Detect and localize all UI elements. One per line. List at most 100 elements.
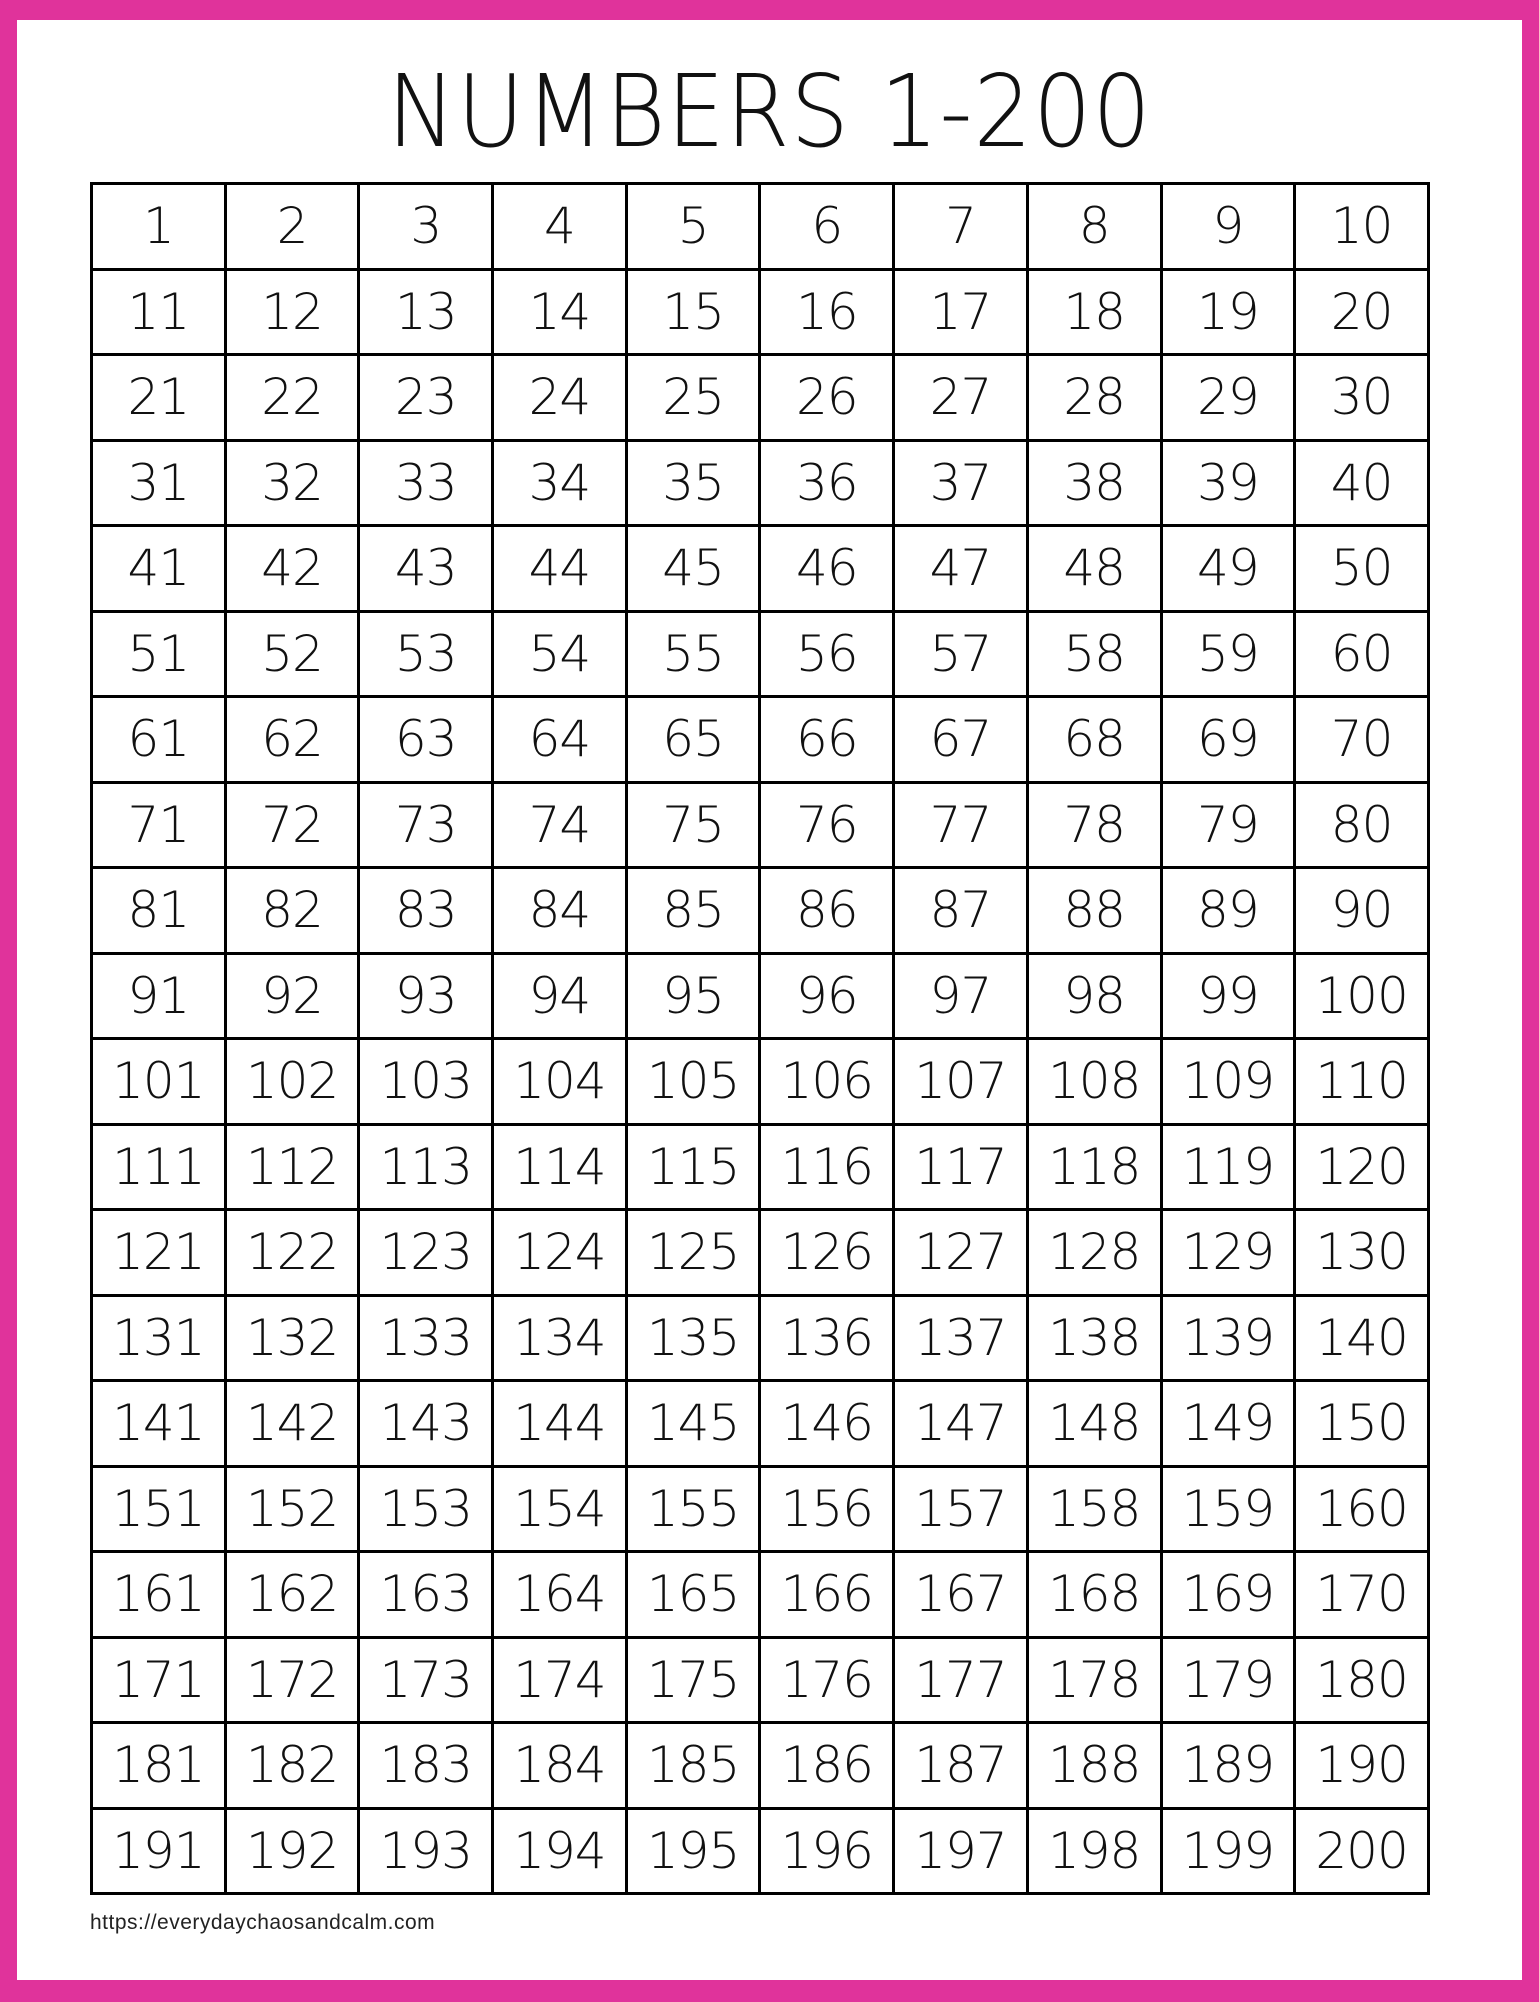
grid-cell: 82 bbox=[223, 866, 361, 955]
grid-cell: 177 bbox=[892, 1635, 1029, 1724]
grid-row: 91 92 93 94 95 96 97 98 99 100 bbox=[90, 951, 1430, 1040]
grid-cell: 185 bbox=[624, 1721, 762, 1810]
grid-cell: 134 bbox=[491, 1293, 628, 1382]
grid-row: 141 142 143 144 145 146 147 148 149 150 bbox=[90, 1379, 1430, 1468]
grid-cell: 36 bbox=[758, 438, 896, 527]
grid-row: 51 52 53 54 55 56 57 58 59 60 bbox=[90, 609, 1430, 698]
grid-cell: 124 bbox=[491, 1208, 628, 1297]
grid-cell: 137 bbox=[892, 1293, 1029, 1382]
grid-cell: 109 bbox=[1159, 1037, 1297, 1126]
grid-cell: 180 bbox=[1293, 1635, 1430, 1724]
grid-row: 31 32 33 34 35 36 37 38 39 40 bbox=[90, 438, 1430, 527]
grid-row: 11 12 13 14 15 16 17 18 19 20 bbox=[90, 267, 1430, 356]
grid-cell: 19 bbox=[1159, 267, 1297, 356]
grid-cell: 43 bbox=[357, 524, 495, 613]
grid-cell: 49 bbox=[1159, 524, 1297, 613]
grid-cell: 105 bbox=[624, 1037, 762, 1126]
grid-cell: 115 bbox=[624, 1122, 762, 1211]
grid-cell: 15 bbox=[624, 267, 762, 356]
grid-cell: 113 bbox=[357, 1122, 495, 1211]
grid-cell: 171 bbox=[90, 1635, 227, 1724]
grid-cell: 41 bbox=[90, 524, 227, 613]
grid-cell: 94 bbox=[491, 951, 628, 1040]
grid-row: 171 172 173 174 175 176 177 178 179 180 bbox=[90, 1635, 1430, 1724]
grid-cell: 197 bbox=[892, 1806, 1029, 1895]
grid-row: 81 82 83 84 85 86 87 88 89 90 bbox=[90, 866, 1430, 955]
grid-cell: 144 bbox=[491, 1379, 628, 1468]
grid-cell: 159 bbox=[1159, 1464, 1297, 1553]
grid-cell: 145 bbox=[624, 1379, 762, 1468]
grid-cell: 80 bbox=[1293, 780, 1430, 869]
grid-cell: 123 bbox=[357, 1208, 495, 1297]
grid-cell: 46 bbox=[758, 524, 896, 613]
grid-cell: 44 bbox=[491, 524, 628, 613]
grid-cell: 73 bbox=[357, 780, 495, 869]
grid-row: 151 152 153 154 155 156 157 158 159 160 bbox=[90, 1464, 1430, 1553]
grid-cell: 195 bbox=[624, 1806, 762, 1895]
grid-cell: 174 bbox=[491, 1635, 628, 1724]
grid-row: 1 2 3 4 5 6 7 8 9 10 bbox=[90, 182, 1430, 271]
grid-cell: 117 bbox=[892, 1122, 1029, 1211]
grid-cell: 157 bbox=[892, 1464, 1029, 1553]
grid-cell: 128 bbox=[1025, 1208, 1163, 1297]
grid-cell: 149 bbox=[1159, 1379, 1297, 1468]
grid-cell: 62 bbox=[223, 695, 361, 784]
grid-cell: 7 bbox=[892, 182, 1029, 271]
grid-cell: 199 bbox=[1159, 1806, 1297, 1895]
grid-cell: 111 bbox=[90, 1122, 227, 1211]
grid-cell: 88 bbox=[1025, 866, 1163, 955]
grid-cell: 85 bbox=[624, 866, 762, 955]
grid-cell: 74 bbox=[491, 780, 628, 869]
grid-cell: 14 bbox=[491, 267, 628, 356]
grid-cell: 129 bbox=[1159, 1208, 1297, 1297]
grid-cell: 76 bbox=[758, 780, 896, 869]
grid-cell: 118 bbox=[1025, 1122, 1163, 1211]
grid-cell: 37 bbox=[892, 438, 1029, 527]
grid-cell: 178 bbox=[1025, 1635, 1163, 1724]
grid-cell: 176 bbox=[758, 1635, 896, 1724]
grid-cell: 22 bbox=[223, 353, 361, 442]
grid-row: 71 72 73 74 75 76 77 78 79 80 bbox=[90, 780, 1430, 869]
grid-cell: 127 bbox=[892, 1208, 1029, 1297]
grid-cell: 146 bbox=[758, 1379, 896, 1468]
grid-cell: 112 bbox=[223, 1122, 361, 1211]
grid-cell: 83 bbox=[357, 866, 495, 955]
grid-cell: 170 bbox=[1293, 1550, 1430, 1639]
grid-cell: 136 bbox=[758, 1293, 896, 1382]
grid-cell: 101 bbox=[90, 1037, 227, 1126]
grid-cell: 67 bbox=[892, 695, 1029, 784]
grid-cell: 179 bbox=[1159, 1635, 1297, 1724]
grid-row: 101 102 103 104 105 106 107 108 109 110 bbox=[90, 1037, 1430, 1126]
grid-cell: 169 bbox=[1159, 1550, 1297, 1639]
grid-cell: 183 bbox=[357, 1721, 495, 1810]
grid-cell: 150 bbox=[1293, 1379, 1430, 1468]
grid-cell: 45 bbox=[624, 524, 762, 613]
grid-cell: 56 bbox=[758, 609, 896, 698]
grid-cell: 95 bbox=[624, 951, 762, 1040]
grid-cell: 8 bbox=[1025, 182, 1163, 271]
grid-cell: 63 bbox=[357, 695, 495, 784]
grid-cell: 78 bbox=[1025, 780, 1163, 869]
grid-cell: 119 bbox=[1159, 1122, 1297, 1211]
grid-cell: 52 bbox=[223, 609, 361, 698]
grid-row: 111 112 113 114 115 116 117 118 119 120 bbox=[90, 1122, 1430, 1211]
grid-cell: 84 bbox=[491, 866, 628, 955]
grid-row: 41 42 43 44 45 46 47 48 49 50 bbox=[90, 524, 1430, 613]
grid-cell: 110 bbox=[1293, 1037, 1430, 1126]
grid-cell: 114 bbox=[491, 1122, 628, 1211]
grid-cell: 64 bbox=[491, 695, 628, 784]
grid-cell: 198 bbox=[1025, 1806, 1163, 1895]
grid-cell: 3 bbox=[357, 182, 495, 271]
grid-cell: 48 bbox=[1025, 524, 1163, 613]
grid-cell: 167 bbox=[892, 1550, 1029, 1639]
grid-cell: 200 bbox=[1293, 1806, 1430, 1895]
grid-row: 121 122 123 124 125 126 127 128 129 130 bbox=[90, 1208, 1430, 1297]
grid-cell: 31 bbox=[90, 438, 227, 527]
grid-cell: 173 bbox=[357, 1635, 495, 1724]
grid-cell: 140 bbox=[1293, 1293, 1430, 1382]
grid-cell: 193 bbox=[357, 1806, 495, 1895]
grid-cell: 163 bbox=[357, 1550, 495, 1639]
grid-cell: 34 bbox=[491, 438, 628, 527]
grid-cell: 181 bbox=[90, 1721, 227, 1810]
grid-cell: 182 bbox=[223, 1721, 361, 1810]
